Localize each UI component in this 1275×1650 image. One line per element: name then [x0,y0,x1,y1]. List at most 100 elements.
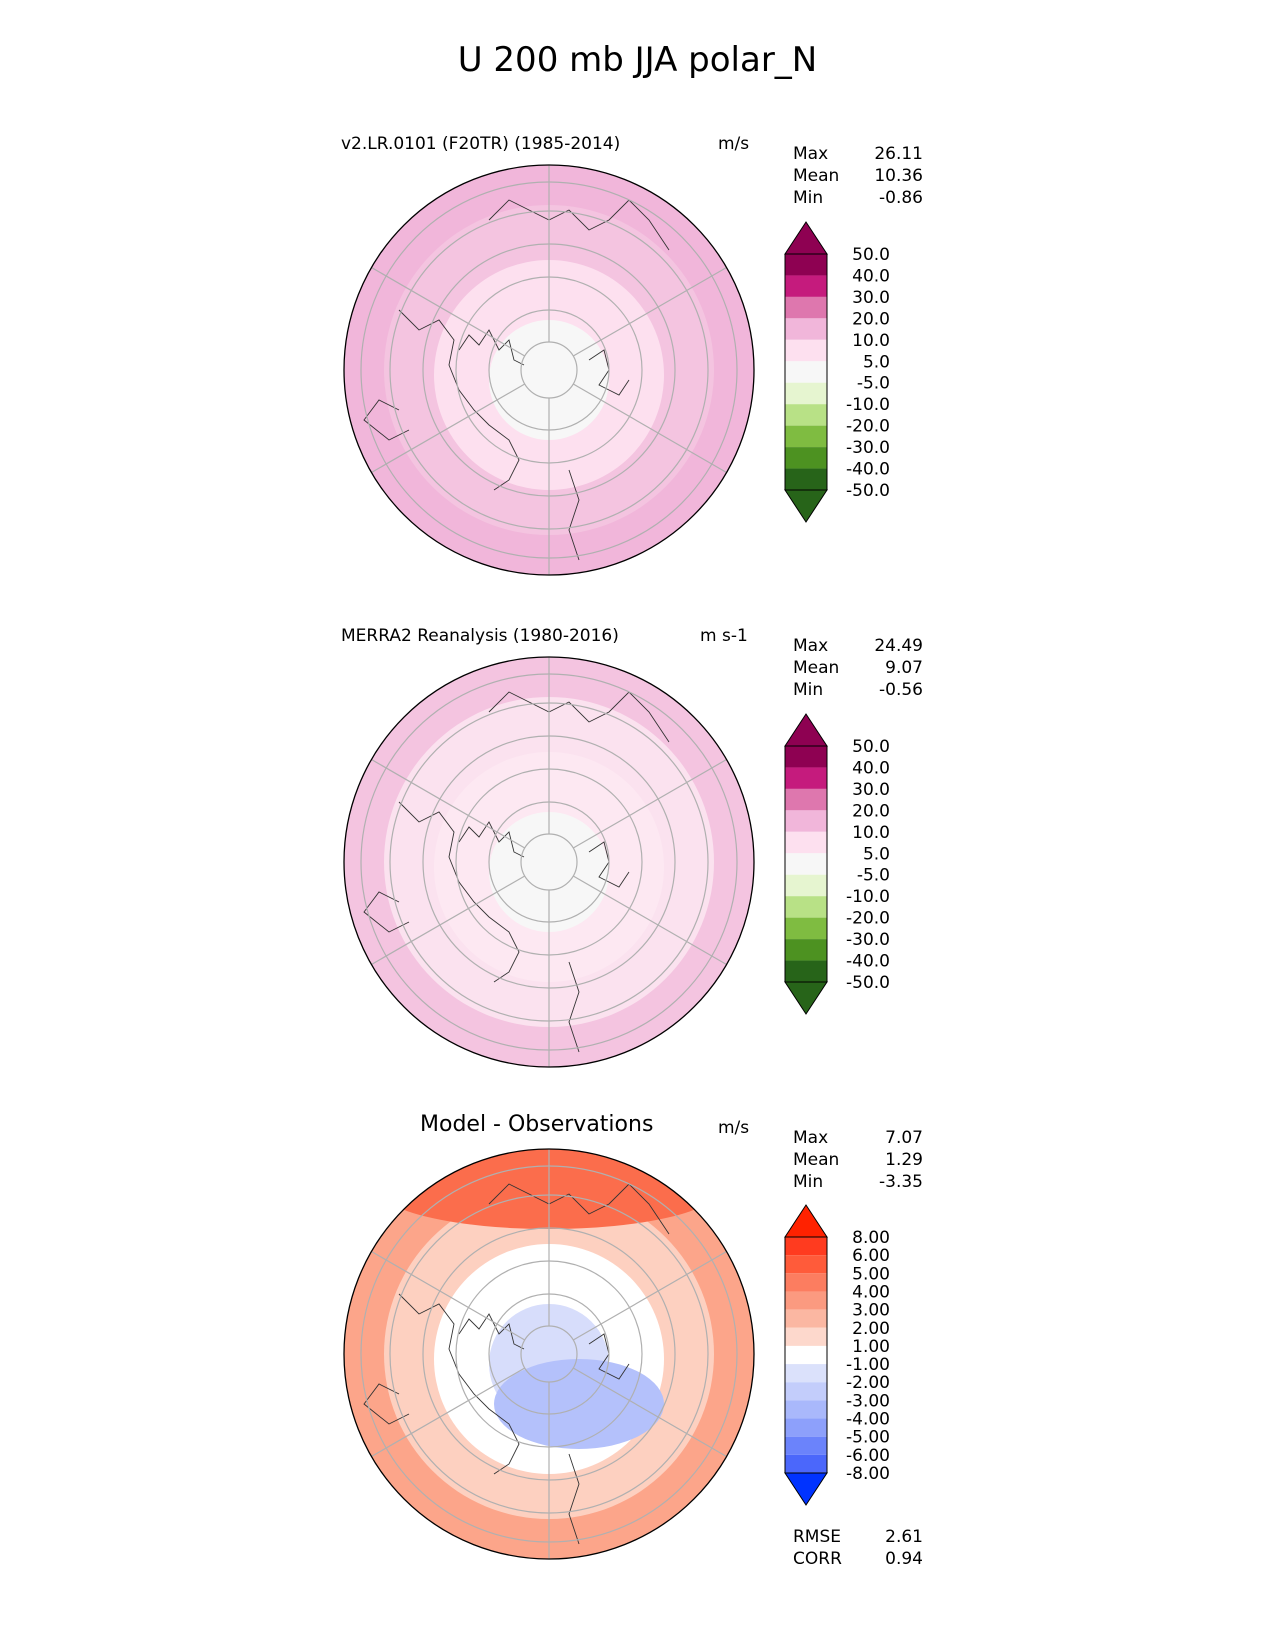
colorbar-segment-7 [785,896,827,918]
colorbar-tick-label: -20.0 [846,417,890,437]
colorbar-tick-label: 10.0 [852,331,890,351]
colorbar-tick-label: -30.0 [846,438,890,458]
colorbar-tick-label: -4.00 [846,1410,890,1430]
meridian-5 [371,758,526,849]
stat-mean-value: 1.29 [885,1150,923,1170]
meridian-2 [572,875,727,966]
stat-max-label: Max [793,1128,829,1148]
colorbar-tick-label: 10.0 [852,823,890,843]
panel-3-title: Model - Observations [420,1112,654,1137]
colorbar-tick-label: 1.00 [852,1337,890,1357]
panel-1-title: v2.LR.0101 (F20TR) (1985-2014) [341,134,621,154]
colorbar-segment-1 [785,767,827,789]
panel-2-colorbar: 50.040.030.020.010.05.0-5.0-10.0-20.0-30… [784,713,890,1015]
stat-mean-label: Mean [793,1150,840,1170]
colorbar-tick-label: -5.0 [857,374,890,394]
colorbar-segment-5 [785,853,827,875]
colorbar-segment-8 [785,425,827,448]
colorbar-extend-top [784,713,828,747]
colorbar-segment-2 [785,788,827,811]
stat-min-label: Min [793,1172,824,1192]
colorbar-segment-6 [785,874,827,897]
panel-1-colorbar: 50.040.030.020.010.05.0-5.0-10.0-20.0-30… [784,221,890,523]
colorbar-tick-label: 40.0 [852,266,890,286]
colorbar-segment-10 [785,960,827,982]
colorbar-segment-10 [785,468,827,490]
colorbar-segment-5 [785,1327,827,1346]
rmse-value: 2.61 [885,1527,923,1547]
panel-1-stats: Max 26.11 Mean 10.36 Min -0.86 [793,143,923,209]
corr-value: 0.94 [885,1549,923,1569]
stat-mean-label: Mean [793,166,840,186]
page-title: U 200 mb JJA polar_N [457,40,818,80]
colorbar-tick-label: 6.00 [852,1246,890,1266]
stat-max-value: 26.11 [874,144,923,164]
colorbar-segment-3 [785,318,827,340]
stat-min-value: -3.35 [879,1172,923,1192]
colorbar-tick-label: -2.00 [846,1373,890,1393]
stat-min-value: -0.86 [879,188,923,208]
stat-min-value: -0.56 [879,680,923,700]
colorbar-tick-label: 2.00 [852,1319,890,1339]
colorbar-tick-label: -6.00 [846,1446,890,1466]
colorbar-tick-label: 5.00 [852,1264,890,1284]
colorbar-tick-label: -30.0 [846,930,890,950]
meridian-4 [371,383,526,474]
colorbar-tick-label: -10.0 [846,395,890,415]
panel-3-colorbar: 8.006.005.004.003.002.001.00-1.00-2.00-3… [784,1204,890,1506]
colorbar-tick-label: -5.00 [846,1428,890,1448]
stat-min-label: Min [793,680,824,700]
panel-2-title: MERRA2 Reanalysis (1980-2016) [341,626,619,646]
colorbar-segment-0 [785,746,827,768]
coastline [363,199,670,561]
colorbar-segment-4 [785,1309,827,1328]
stat-max-label: Max [793,636,829,656]
colorbar-tick-label: -3.00 [846,1391,890,1411]
meridian-1 [572,758,727,849]
colorbar-segment-0 [785,1237,827,1256]
field-contour-3 [489,320,609,440]
colorbar-segment-8 [785,1382,827,1401]
coastline [363,1183,670,1545]
colorbar-tick-label: -50.0 [846,481,890,501]
colorbar-tick-label: -20.0 [846,909,890,929]
meridian-2 [572,383,727,474]
colorbar-segment-0 [785,254,827,276]
colorbar-segment-2 [785,296,827,319]
colorbar-tick-label: -40.0 [846,460,890,480]
panel-1-polar-map [343,164,755,576]
colorbar-tick-label: -10.0 [846,887,890,907]
stat-mean-value: 9.07 [885,658,923,678]
colorbar-segment-6 [785,1345,827,1365]
meridian-4 [371,875,526,966]
colorbar-tick-label: 30.0 [852,780,890,800]
colorbar-frame [784,253,828,491]
colorbar-segment-9 [785,1400,827,1419]
colorbar-segment-5 [785,361,827,383]
colorbar-segment-8 [785,917,827,940]
colorbar-extend-top [784,221,828,255]
colorbar-tick-label: 50.0 [852,245,890,265]
stat-max-value: 7.07 [885,1128,923,1148]
rmse-label: RMSE [793,1527,842,1547]
colorbar-segment-1 [785,1255,827,1274]
colorbar-segment-9 [785,447,827,469]
colorbar-segment-9 [785,939,827,961]
colorbar-tick-label: 4.00 [852,1282,890,1302]
colorbar-segment-4 [785,339,827,362]
stat-mean-value: 10.36 [874,166,923,186]
colorbar-tick-label: 30.0 [852,288,890,308]
panel-2-units: m s-1 [700,626,748,646]
colorbar-segment-10 [785,1418,827,1437]
field-contour-3 [489,812,609,932]
panel-3-units: m/s [718,1118,750,1138]
panel-2-polar-map [343,656,755,1068]
stat-mean-label: Mean [793,658,840,678]
colorbar-segment-3 [785,810,827,832]
colorbar-segment-4 [785,831,827,854]
colorbar-segment-7 [785,1364,827,1383]
meridian-4 [371,1367,526,1458]
colorbar-segment-12 [785,1454,827,1473]
meridian-1 [572,1250,727,1341]
colorbar-tick-label: -5.0 [857,866,890,886]
